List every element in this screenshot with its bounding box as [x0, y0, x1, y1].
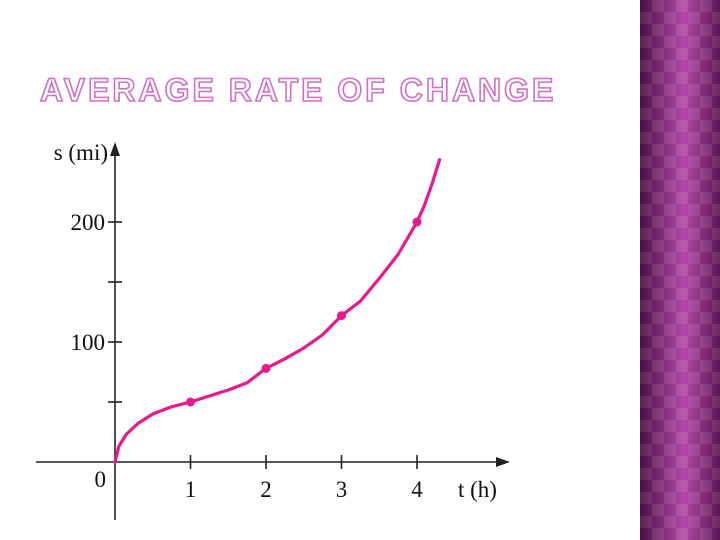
x-axis-arrow [496, 457, 510, 467]
ticks: 1 2 3 4 100 200 [71, 210, 424, 502]
decorative-side-band [640, 0, 720, 540]
data-point-t3 [337, 311, 346, 321]
y-axis-arrow [110, 142, 120, 156]
series-0-curve [113, 158, 442, 464]
x-axis-label: t (h) [458, 477, 497, 502]
x-tick-label-4: 4 [411, 477, 423, 502]
data-point-t4 [412, 217, 422, 227]
x-tick-label-3: 3 [336, 477, 348, 502]
y-tick-label-100: 100 [71, 330, 106, 355]
x-tick-label-2: 2 [260, 477, 272, 502]
axes [36, 142, 510, 520]
slide-title: AVERAGE RATE OF CHANGE [39, 72, 557, 108]
x-tick-label-1: 1 [185, 477, 197, 502]
origin-label: 0 [95, 467, 107, 492]
series [113, 158, 442, 464]
distance-time-chart: 1 2 3 4 100 200 s (mi) t (h) 0 [36, 140, 510, 520]
y-tick-label-200: 200 [71, 210, 106, 235]
y-axis-label: s (mi) [54, 140, 108, 165]
data-point-t1 [186, 397, 195, 407]
data-point-t2 [261, 363, 271, 373]
